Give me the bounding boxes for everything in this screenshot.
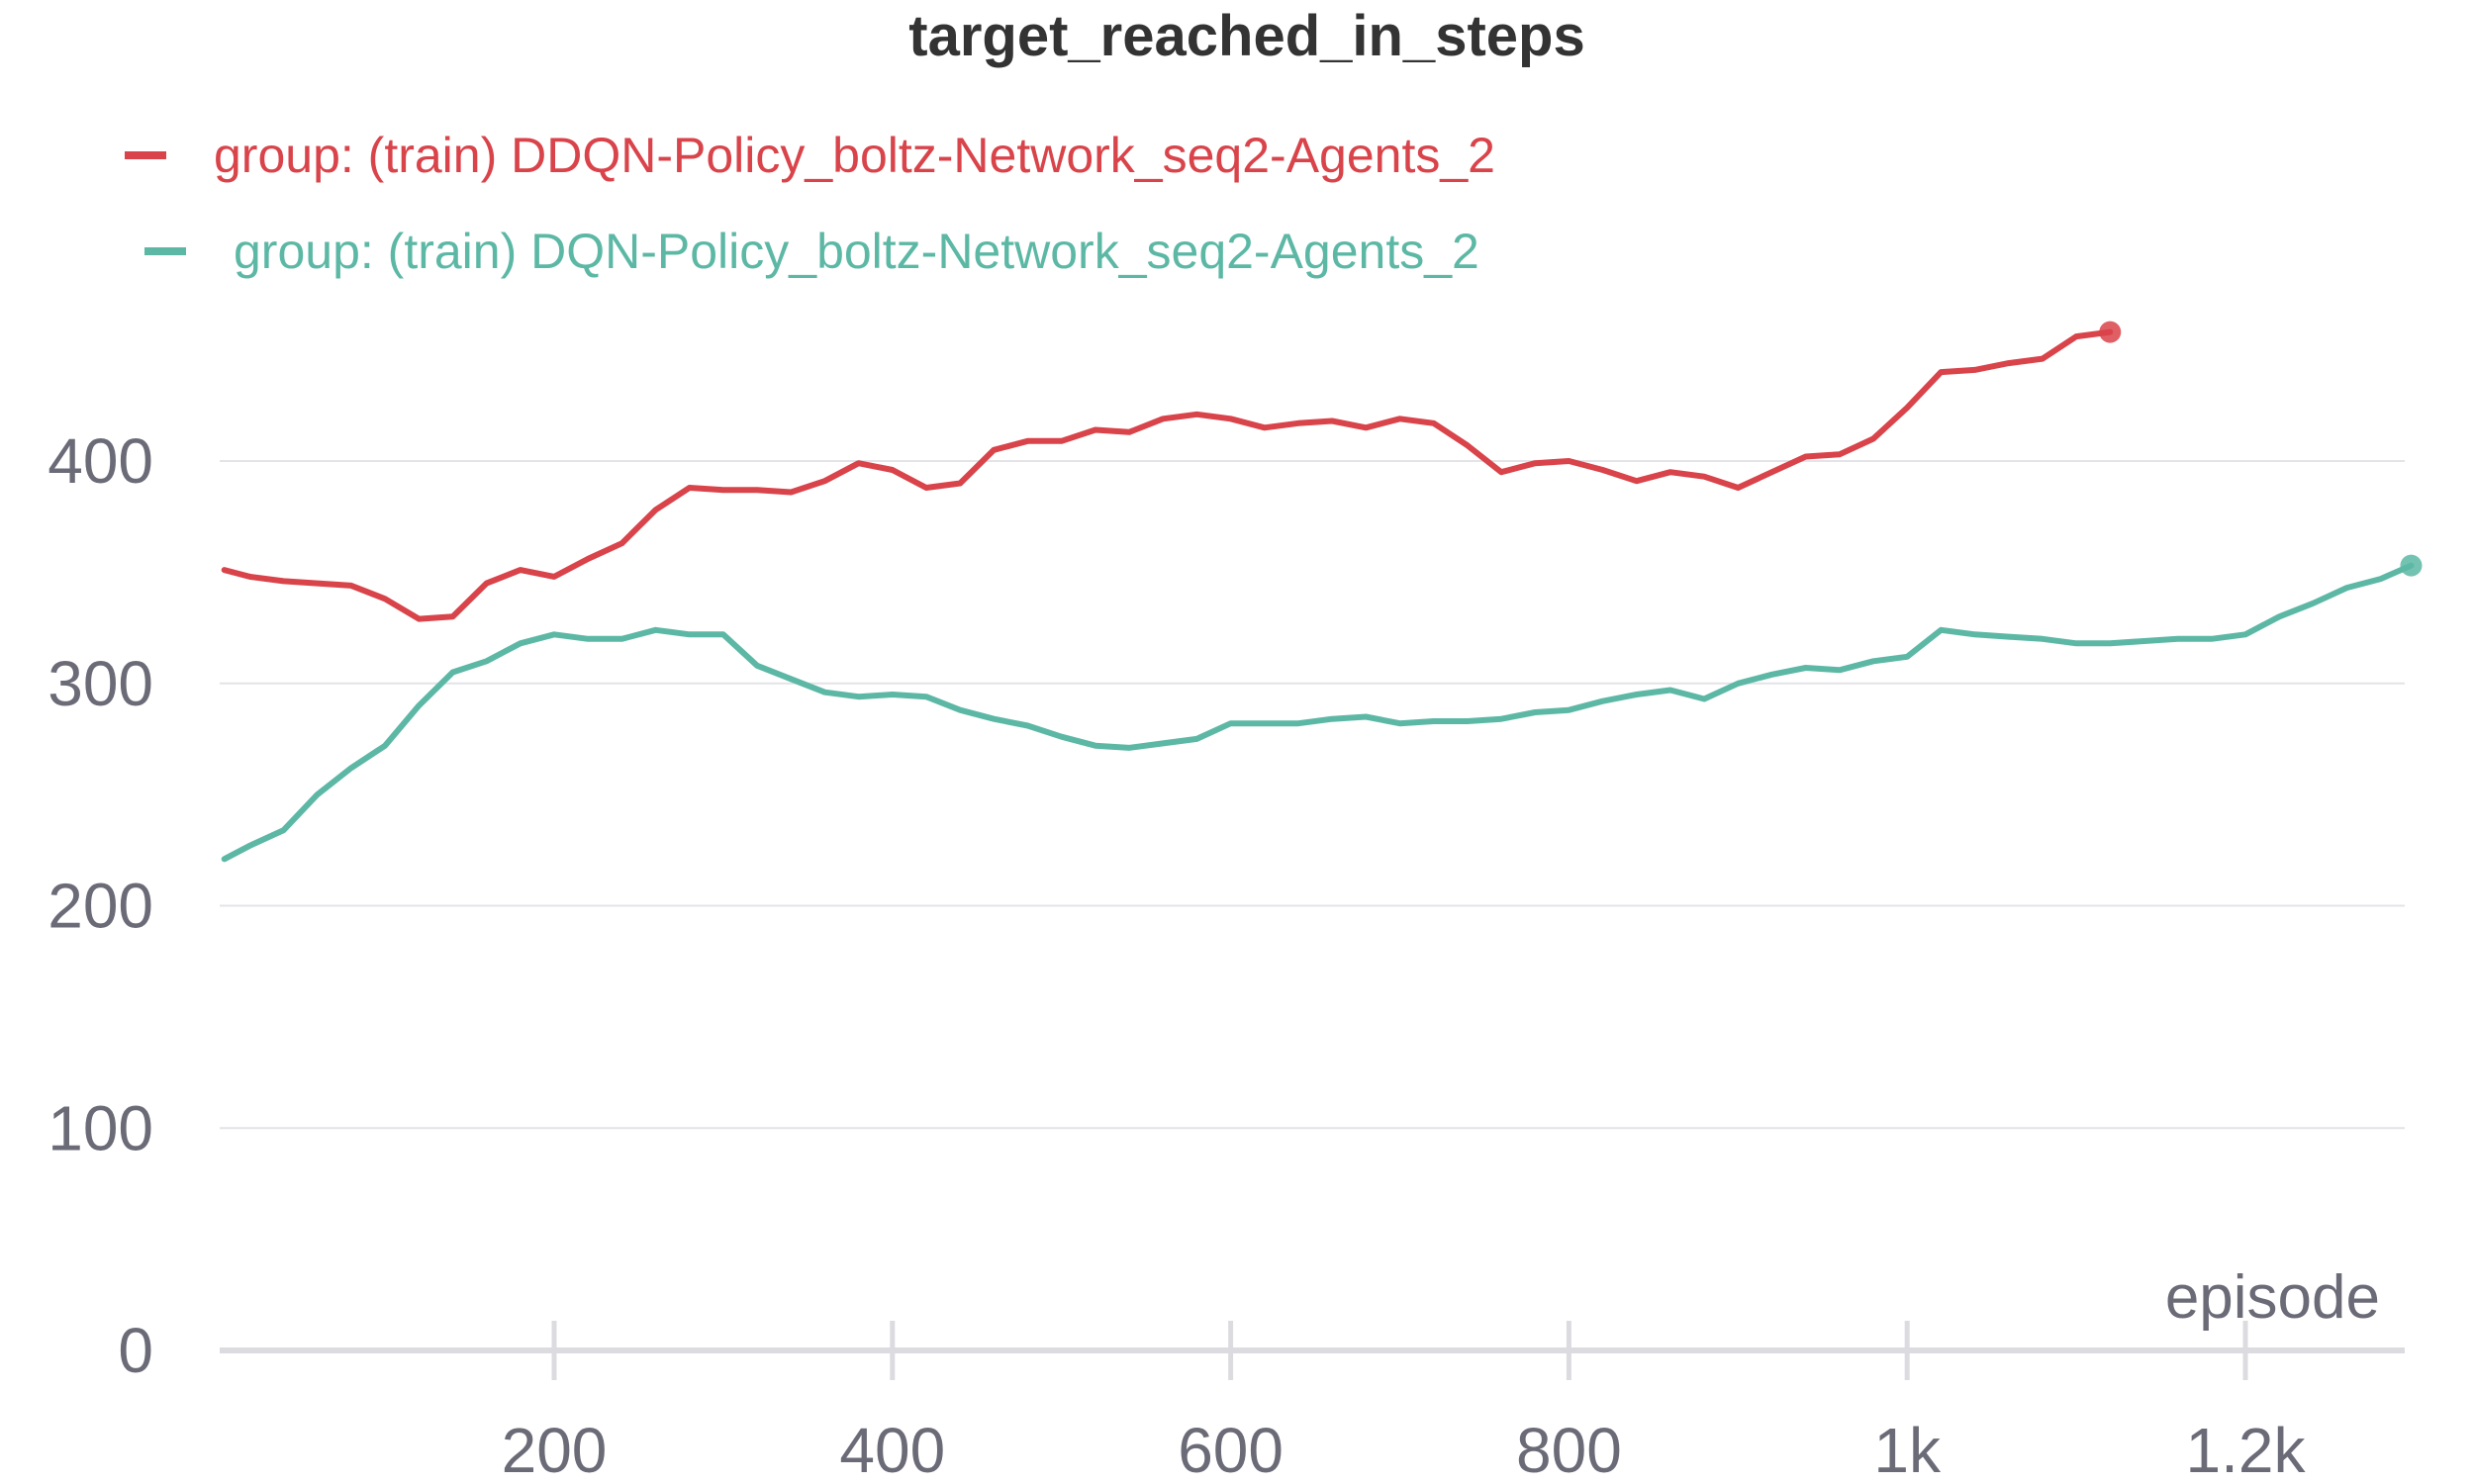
chart-title: target_reached_in_steps: [908, 4, 1584, 68]
x-tick-label-800: 800: [1516, 1415, 1622, 1484]
grid-lines: [220, 460, 2405, 1130]
x-tick-label-400: 400: [839, 1415, 945, 1484]
legend-label-ddqn: group: (train) DDQN-Policy_boltz-Network…: [214, 128, 1495, 183]
legend-label-dqn: group: (train) DQN-Policy_boltz-Network_…: [234, 224, 1479, 279]
x-tick-label-600: 600: [1178, 1415, 1284, 1484]
series-end-point-0: [2099, 321, 2122, 343]
x-tick-label-1.2k: 1.2k: [2186, 1415, 2307, 1484]
x-axis-title: episode: [2165, 1263, 2380, 1332]
y-tick-label-200: 200: [48, 871, 153, 942]
series-end-point-1: [2400, 554, 2423, 577]
y-axis-ticks: 0 100 200 300 400: [48, 425, 153, 1386]
y-tick-label-400: 400: [48, 425, 153, 497]
legend: group: (train) DDQN-Policy_boltz-Network…: [125, 128, 1495, 279]
x-axis: 200 400 600 800 1k 1.2k: [220, 1321, 2405, 1484]
y-tick-label-0: 0: [118, 1315, 153, 1386]
y-tick-label-300: 300: [48, 648, 153, 719]
series-layer: [221, 321, 2423, 863]
series-line-1: [221, 562, 2415, 863]
series-line-0: [221, 328, 2114, 622]
x-tick-label-200: 200: [502, 1415, 608, 1484]
x-tick-label-1k: 1k: [1873, 1415, 1942, 1484]
y-tick-label-100: 100: [48, 1092, 153, 1163]
